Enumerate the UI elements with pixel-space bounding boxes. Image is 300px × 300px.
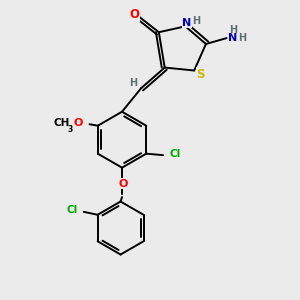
Text: H: H — [238, 33, 246, 43]
Text: N: N — [228, 33, 238, 43]
Text: H: H — [193, 16, 201, 26]
Text: Cl: Cl — [169, 149, 180, 159]
Text: O: O — [119, 179, 128, 189]
Text: H: H — [229, 25, 237, 35]
Text: O: O — [74, 118, 83, 128]
Text: CH: CH — [53, 118, 70, 128]
Text: 3: 3 — [68, 125, 73, 134]
Text: H: H — [129, 78, 137, 88]
Text: S: S — [196, 68, 205, 80]
Text: Cl: Cl — [66, 206, 78, 215]
Text: N: N — [182, 18, 191, 28]
Text: O: O — [130, 8, 140, 21]
